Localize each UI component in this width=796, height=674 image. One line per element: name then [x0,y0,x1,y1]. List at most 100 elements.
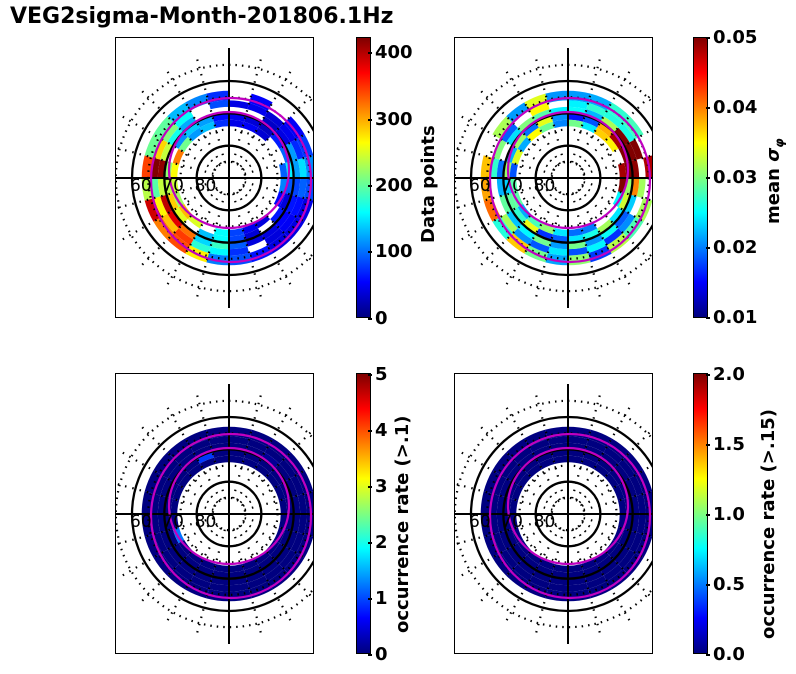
heatmap-bin [213,119,229,129]
heatmap-bin [285,478,298,498]
dotted-mlt-spoke [583,154,652,175]
dotted-mlt-spoke [455,146,553,175]
heatmap-bin [178,223,197,240]
colorbar-tick: 0.04 [705,97,758,118]
dotted-mlt-spoke [575,407,631,501]
heatmap-bin [229,246,250,256]
heatmap-bin [517,223,536,240]
radial-tick-label: 70 [162,512,184,532]
colorbar-tick: 400 [368,42,413,63]
heatmap-bin [297,493,307,514]
heatmap-bin [568,455,584,465]
dotted-mlt-spoke [455,181,553,210]
heatmap-bin [258,121,275,137]
heatmap-bin [636,514,646,535]
heatmap-bin [183,555,200,571]
heatmap-bin [568,119,584,129]
dotted-mlt-spoke [236,407,292,501]
heatmap-bin [535,228,553,241]
heatmap-bin [604,136,619,153]
heatmap-bin [600,116,619,133]
heatmap-bin [613,546,630,565]
heatmap-bin [167,546,184,565]
heatmap-bin [606,438,630,460]
heatmap-bin [297,178,307,199]
heatmap-bin [229,119,245,129]
dotted-mlt-spoke [535,193,565,297]
heatmap-bin [290,139,304,160]
dotted-mlt-spoke [461,185,555,241]
dotted-mlt-spoke [232,529,262,633]
heatmap-bin [270,132,286,149]
heatmap-bin [612,484,625,501]
heatmap-bin [290,475,304,496]
heatmap-bin [526,463,543,478]
heatmap-bin [636,493,646,514]
dotted-mlt-spoke [141,524,219,602]
heatmap-bin [174,110,194,128]
heatmap-bin [568,436,589,446]
dotted-mlt-spoke [244,181,313,202]
auroral-oval-equatorward [149,96,313,264]
radial-tick-label: 70 [501,176,523,196]
heatmap-bin [178,452,197,469]
heatmap-bin [172,207,188,224]
heatmap-bin [254,550,271,565]
dotted-mlt-spoke [141,90,219,168]
heatmap-bin [593,127,610,142]
heatmap-bin [278,498,288,514]
heatmap-bin [190,575,211,589]
dotted-mlt-spoke [239,524,313,600]
heatmap-bin [167,438,191,460]
radial-tick-label: 80 [195,176,217,196]
heatmap-bin [584,445,604,458]
heatmap-bin [267,438,291,460]
heatmap-bin [506,127,523,146]
heatmap-bin [513,564,533,582]
dotted-mlt-spoke [583,181,652,202]
heatmap-bin [244,228,262,241]
heatmap-bin [499,194,512,214]
heatmap-bin [153,216,175,240]
heatmap-bin [264,446,284,464]
heatmap-bin [583,451,601,464]
heatmap-bin [279,459,297,479]
heatmap-bin [196,451,214,464]
colorbar-tick: 1.5 [706,434,745,455]
heatmap-bin [506,102,530,124]
heatmap-bin [245,445,265,458]
heatmap-bin [285,194,298,214]
heatmap-bin [522,121,539,137]
heatmap-bin [618,529,631,547]
heatmap-bin [593,463,610,478]
heatmap-bin [629,532,643,553]
heatmap-bin [568,582,589,592]
colorbar-tick: 0.5 [706,574,745,595]
heatmap-bin [492,116,514,140]
heatmap-bin [187,127,204,142]
heatmap-bin [506,210,523,229]
heatmap-bin [629,475,643,496]
colorbar-tick: 0.01 [705,307,758,328]
dotted-mlt-spoke [166,71,222,165]
heatmap-bin [618,123,636,143]
dotted-mlt-spoke [244,517,313,538]
heatmap-bin [597,555,614,571]
heatmap-bin [174,446,194,464]
heatmap-bin [174,564,194,582]
heatmap-bin [187,214,204,229]
heatmap-bin [493,532,507,553]
heatmap-bin [490,514,500,535]
dotted-mlt-spoke [581,521,652,564]
auroral-oval-poleward [506,446,630,566]
colorbar-tick: 5 [368,364,388,385]
heatmap-bin [604,472,619,489]
heatmap-bin [245,234,265,247]
heatmap-bin [166,529,179,547]
dotted-mlt-spoke [578,188,652,264]
heatmap-bin [606,102,630,124]
heatmap-bin [529,239,550,253]
dotted-mlt-spoke [242,464,313,507]
heatmap-bin [229,582,250,592]
heatmap-bin [144,534,162,558]
